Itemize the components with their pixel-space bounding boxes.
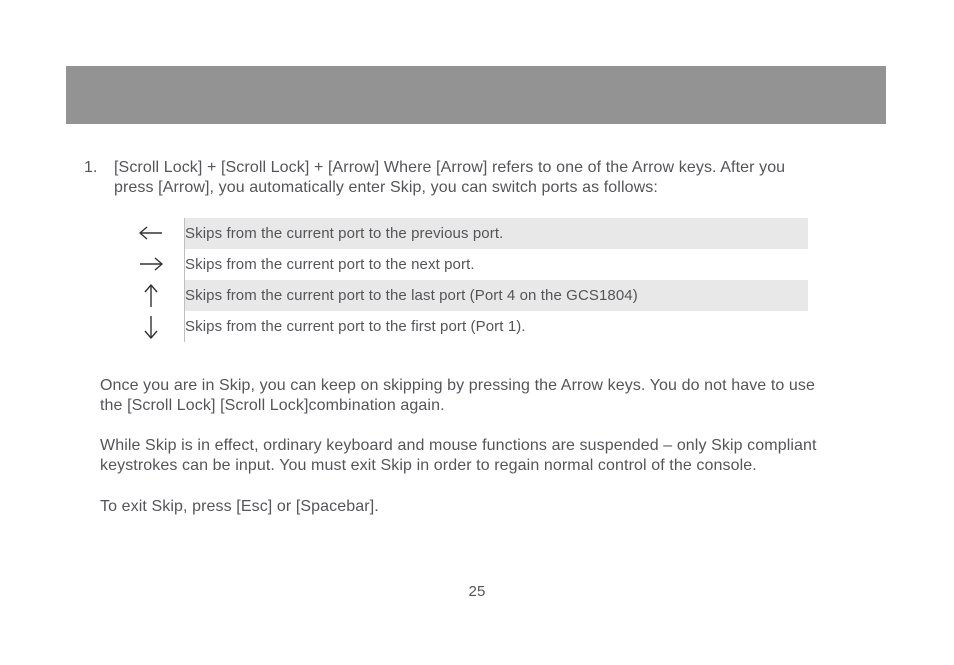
page-number: 25 xyxy=(0,583,954,600)
list-number: 1. xyxy=(84,158,114,178)
skip-key-table: Skips from the current port to the previ… xyxy=(118,218,808,342)
table-desc: Skips from the current port to the last … xyxy=(185,280,809,311)
paragraph-3: To exit Skip, press [Esc] or [Spacebar]. xyxy=(100,497,828,517)
arrow-left-icon xyxy=(138,226,164,240)
arrow-down-icon xyxy=(144,314,158,340)
table-desc: Skips from the current port to the next … xyxy=(185,249,809,280)
header-bar xyxy=(66,66,886,124)
arrow-up-icon xyxy=(144,283,158,309)
arrow-cell xyxy=(118,280,185,311)
paragraph-2: While Skip is in effect, ordinary keyboa… xyxy=(100,436,828,476)
table-desc: Skips from the current port to the first… xyxy=(185,311,809,342)
arrow-cell xyxy=(118,249,185,280)
table-row: Skips from the current port to the next … xyxy=(118,249,808,280)
intro-text: [Scroll Lock] + [Scroll Lock] + [Arrow] … xyxy=(114,158,828,198)
arrow-cell xyxy=(118,218,185,249)
table-desc: Skips from the current port to the previ… xyxy=(185,218,809,249)
table-row: Skips from the current port to the first… xyxy=(118,311,808,342)
table-row: Skips from the current port to the last … xyxy=(118,280,808,311)
instruction-list-item: 1. [Scroll Lock] + [Scroll Lock] + [Arro… xyxy=(84,158,828,198)
arrow-right-icon xyxy=(138,257,164,271)
arrow-cell xyxy=(118,311,185,342)
table-row: Skips from the current port to the previ… xyxy=(118,218,808,249)
paragraph-1: Once you are in Skip, you can keep on sk… xyxy=(100,376,828,416)
document-page: 1. [Scroll Lock] + [Scroll Lock] + [Arro… xyxy=(0,0,954,665)
